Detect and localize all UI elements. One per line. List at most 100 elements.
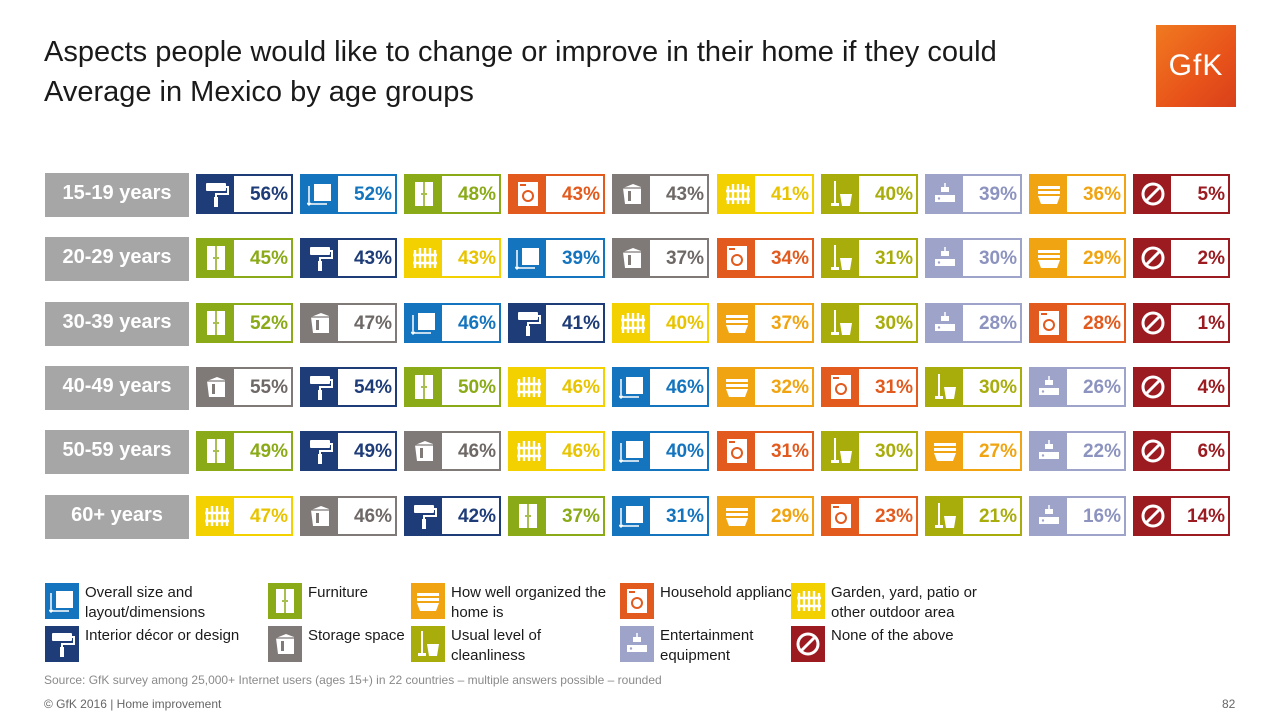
layout-icon [307, 184, 331, 207]
wardrobe-icon [276, 589, 294, 613]
category-swatch [302, 433, 338, 469]
percent-label: 37% [770, 313, 809, 334]
percent-label: 16% [1082, 506, 1121, 527]
data-cell-none: 4% [1133, 367, 1230, 407]
box-icon [311, 313, 329, 333]
data-cell-appliances: 43% [508, 174, 605, 214]
percent-label: 41% [561, 313, 600, 334]
data-cell-none: 2% [1133, 238, 1230, 278]
age-group-label: 15-19 years [45, 173, 189, 217]
category-swatch [510, 305, 546, 341]
data-cell-cleanliness: 30% [925, 367, 1022, 407]
mop-bucket-icon [418, 631, 439, 656]
legend-label: Entertainment equipment [660, 627, 754, 664]
percent-label: 52% [249, 313, 288, 334]
category-swatch [198, 240, 234, 276]
category-swatch [510, 369, 546, 405]
layout-icon [619, 441, 643, 464]
box-icon [207, 377, 225, 397]
game-console-icon [1039, 505, 1059, 524]
data-cell-garden: 40% [612, 303, 709, 343]
fence-icon [797, 591, 821, 611]
paint-roller-icon [52, 633, 75, 657]
percent-label: 43% [353, 248, 392, 269]
wardrobe-icon [207, 311, 225, 335]
paint-roller-icon [310, 376, 333, 400]
data-cell-entertainment: 16% [1029, 496, 1126, 536]
game-console-icon [1039, 440, 1059, 459]
title-line-2: Average in Mexico by age groups [44, 76, 474, 108]
category-swatch [927, 433, 963, 469]
data-cell-none: 1% [1133, 303, 1230, 343]
data-cell-none: 5% [1133, 174, 1230, 214]
game-console-icon [627, 633, 647, 652]
percent-label: 55% [249, 377, 288, 398]
mop-bucket-icon [831, 245, 852, 270]
category-swatch [1031, 498, 1067, 534]
category-swatch [614, 305, 650, 341]
wardrobe-icon [207, 246, 225, 270]
category-swatch [614, 369, 650, 405]
category-swatch [614, 433, 650, 469]
wardrobe-icon [415, 182, 433, 206]
category-swatch [406, 240, 442, 276]
category-swatch [927, 369, 963, 405]
age-group-label: 40-49 years [45, 366, 189, 410]
category-swatch [510, 433, 546, 469]
percent-label: 1% [1197, 313, 1225, 334]
drawer-icon [934, 443, 956, 461]
percent-label: 43% [665, 184, 704, 205]
mop-bucket-icon [831, 181, 852, 206]
percent-label: 37% [561, 506, 600, 527]
data-cell-decor: 41% [508, 303, 605, 343]
percent-label: 30% [978, 248, 1017, 269]
prohibited-icon [1141, 311, 1165, 335]
percent-label: 43% [457, 248, 496, 269]
data-cell-furniture: 52% [196, 303, 293, 343]
category-swatch [198, 433, 234, 469]
box-icon [415, 441, 433, 461]
percent-label: 50% [457, 377, 496, 398]
data-cell-garden: 46% [508, 431, 605, 471]
mop-bucket-icon [831, 310, 852, 335]
data-cell-cleanliness: 30% [821, 303, 918, 343]
data-cell-layout: 46% [612, 367, 709, 407]
percent-label: 54% [353, 377, 392, 398]
percent-label: 22% [1082, 441, 1121, 462]
category-swatch [1031, 176, 1067, 212]
data-cell-entertainment: 22% [1029, 431, 1126, 471]
data-cell-storage: 46% [300, 496, 397, 536]
data-cell-storage: 43% [612, 174, 709, 214]
title-line-1: Aspects people would like to change or i… [44, 36, 997, 68]
fence-icon [205, 506, 229, 526]
category-swatch [719, 305, 755, 341]
category-swatch [406, 498, 442, 534]
drawer-icon [726, 508, 748, 526]
box-icon [623, 248, 641, 268]
percent-label: 39% [561, 248, 600, 269]
legend-label: Storage space [308, 627, 405, 644]
footer-copyright: © GfK 2016 | Home improvement [44, 697, 222, 711]
layout-icon [515, 248, 539, 271]
percent-label: 34% [770, 248, 809, 269]
percent-label: 27% [978, 441, 1017, 462]
data-cell-storage: 55% [196, 367, 293, 407]
percent-label: 40% [665, 441, 704, 462]
game-console-icon [935, 183, 955, 202]
percent-label: 40% [665, 313, 704, 334]
percent-label: 36% [1082, 184, 1121, 205]
prohibited-icon [1141, 182, 1165, 206]
fence-icon [413, 248, 437, 268]
data-cell-garden: 47% [196, 496, 293, 536]
category-swatch [823, 433, 859, 469]
category-swatch [302, 176, 338, 212]
prohibited-icon [1141, 246, 1165, 270]
drawer-icon [1038, 186, 1060, 204]
data-cell-organized: 29% [717, 496, 814, 536]
drawer-icon [726, 379, 748, 397]
layout-icon [49, 591, 73, 614]
fence-icon [517, 441, 541, 461]
percent-label: 46% [561, 441, 600, 462]
category-swatch [719, 498, 755, 534]
category-swatch [198, 498, 234, 534]
